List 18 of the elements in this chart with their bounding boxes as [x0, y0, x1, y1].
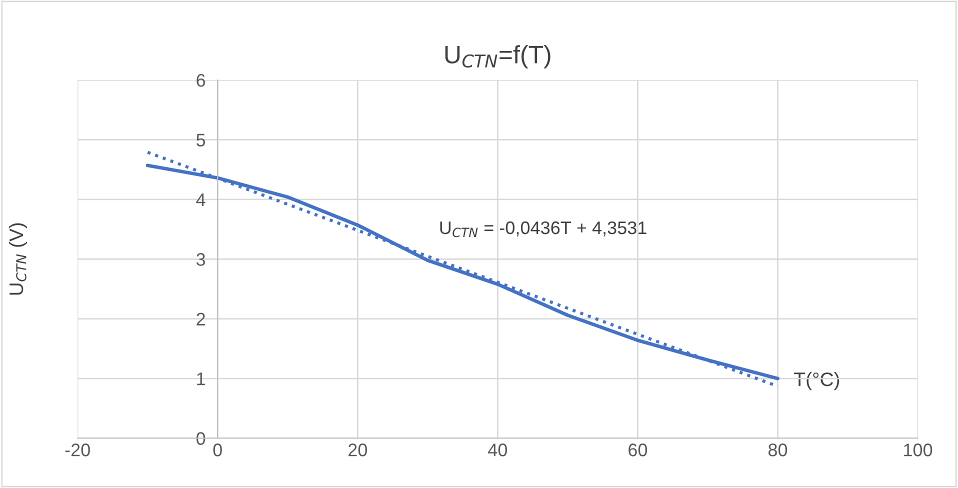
x-tick-label: 20 — [348, 444, 367, 456]
y-tick-label: 0 — [196, 432, 206, 445]
x-axis-title: T(°C) — [794, 372, 840, 390]
x-tick-label: -20 — [65, 444, 90, 456]
y-tick-label: 3 — [196, 253, 206, 266]
x-tick-label: 100 — [904, 444, 932, 456]
y-tick-label: 4 — [196, 194, 206, 206]
y-tick-label: 6 — [196, 74, 206, 87]
annotation: U$_{CTN}$ = -0,0436T + 4,3531 — [440, 221, 646, 238]
y-tick-label: 2 — [196, 312, 205, 326]
y-tick-label: 1 — [197, 372, 205, 386]
x-tick-label: 80 — [768, 444, 788, 456]
y-axis-title: U$_{CTN}$ (V) — [8, 223, 28, 295]
y-tick-label: 5 — [196, 134, 206, 146]
x-tick-label: 0 — [213, 444, 222, 456]
chart-title: U$_{CTN}$=f(T) — [445, 45, 550, 68]
x-tick-label: 40 — [488, 444, 508, 456]
x-tick-label: 60 — [628, 444, 648, 456]
